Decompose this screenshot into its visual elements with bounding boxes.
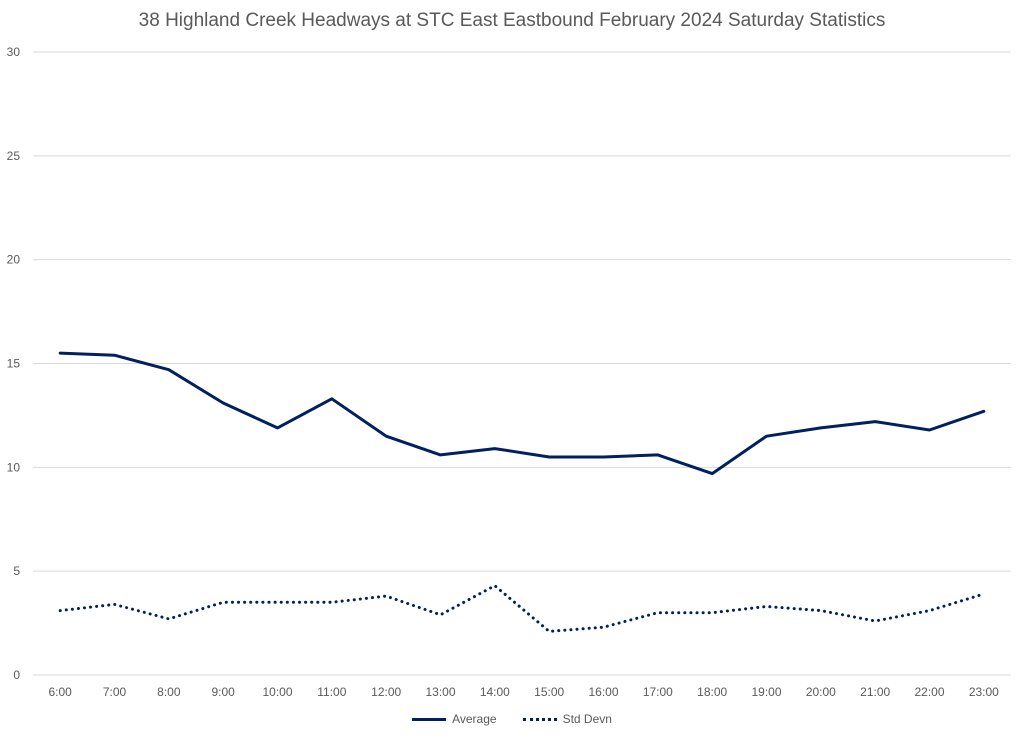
- x-tick-label: 21:00: [860, 685, 890, 699]
- x-tick-label: 12:00: [371, 685, 401, 699]
- series-line-average: [58, 351, 986, 476]
- legend-label: Std Devn: [562, 712, 612, 726]
- x-tick-label: 18:00: [697, 685, 727, 699]
- x-tick-label: 16:00: [588, 685, 618, 699]
- x-tick-label: 13:00: [425, 685, 455, 699]
- y-tick-label: 5: [13, 564, 20, 578]
- y-tick-label: 30: [7, 45, 21, 59]
- legend-label: Average: [452, 712, 497, 726]
- legend: Average Std Devn: [0, 712, 1024, 726]
- x-tick-label: 9:00: [211, 685, 235, 699]
- chart-title: 38 Highland Creek Headways at STC East E…: [138, 10, 886, 31]
- x-tick-label: 6:00: [48, 685, 72, 699]
- legend-item-average: Average: [412, 712, 497, 726]
- y-tick-label: 10: [7, 460, 21, 474]
- x-tick-label: 19:00: [751, 685, 781, 699]
- y-tick-label: 0: [13, 668, 20, 682]
- y-tick-label: 15: [7, 357, 21, 371]
- y-tick-label: 20: [7, 253, 21, 267]
- x-tick-label: 14:00: [480, 685, 510, 699]
- x-tick-label: 23:00: [969, 685, 999, 699]
- series-line-std-devn: [58, 584, 986, 633]
- x-tick-label: 8:00: [157, 685, 181, 699]
- x-tick-label: 17:00: [643, 685, 673, 699]
- x-tick-label: 11:00: [317, 685, 346, 699]
- legend-item-std-devn: Std Devn: [522, 712, 612, 726]
- y-tick-label: 25: [7, 149, 21, 163]
- x-tick-label: 20:00: [806, 685, 836, 699]
- x-tick-label: 15:00: [534, 685, 564, 699]
- x-tick-label: 7:00: [103, 685, 127, 699]
- legend-swatch-solid: [412, 717, 447, 721]
- x-tick-label: 22:00: [914, 685, 944, 699]
- legend-swatch-dotted: [522, 717, 557, 721]
- x-tick-label: 10:00: [262, 685, 292, 699]
